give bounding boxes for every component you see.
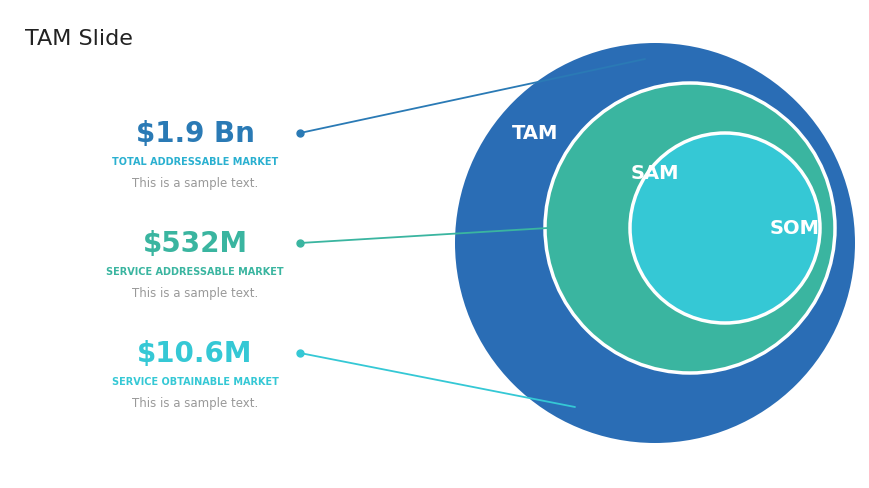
Text: SERVICE OBTAINABLE MARKET: SERVICE OBTAINABLE MARKET bbox=[111, 376, 278, 386]
Text: $1.9 Bn: $1.9 Bn bbox=[136, 120, 254, 148]
Text: TAM: TAM bbox=[511, 124, 558, 143]
Circle shape bbox=[454, 44, 854, 443]
Text: $10.6M: $10.6M bbox=[137, 339, 253, 367]
Circle shape bbox=[544, 84, 834, 373]
Text: SOM: SOM bbox=[769, 219, 819, 238]
Text: TOTAL ADDRESSABLE MARKET: TOTAL ADDRESSABLE MARKET bbox=[112, 157, 278, 167]
Circle shape bbox=[629, 134, 819, 324]
Text: SERVICE ADDRESSABLE MARKET: SERVICE ADDRESSABLE MARKET bbox=[106, 266, 283, 276]
Text: SAM: SAM bbox=[630, 164, 679, 183]
Text: This is a sample text.: This is a sample text. bbox=[132, 287, 258, 300]
Text: This is a sample text.: This is a sample text. bbox=[132, 397, 258, 409]
Text: $532M: $532M bbox=[143, 229, 248, 258]
Text: TAM Slide: TAM Slide bbox=[25, 29, 133, 49]
Text: This is a sample text.: This is a sample text. bbox=[132, 177, 258, 190]
